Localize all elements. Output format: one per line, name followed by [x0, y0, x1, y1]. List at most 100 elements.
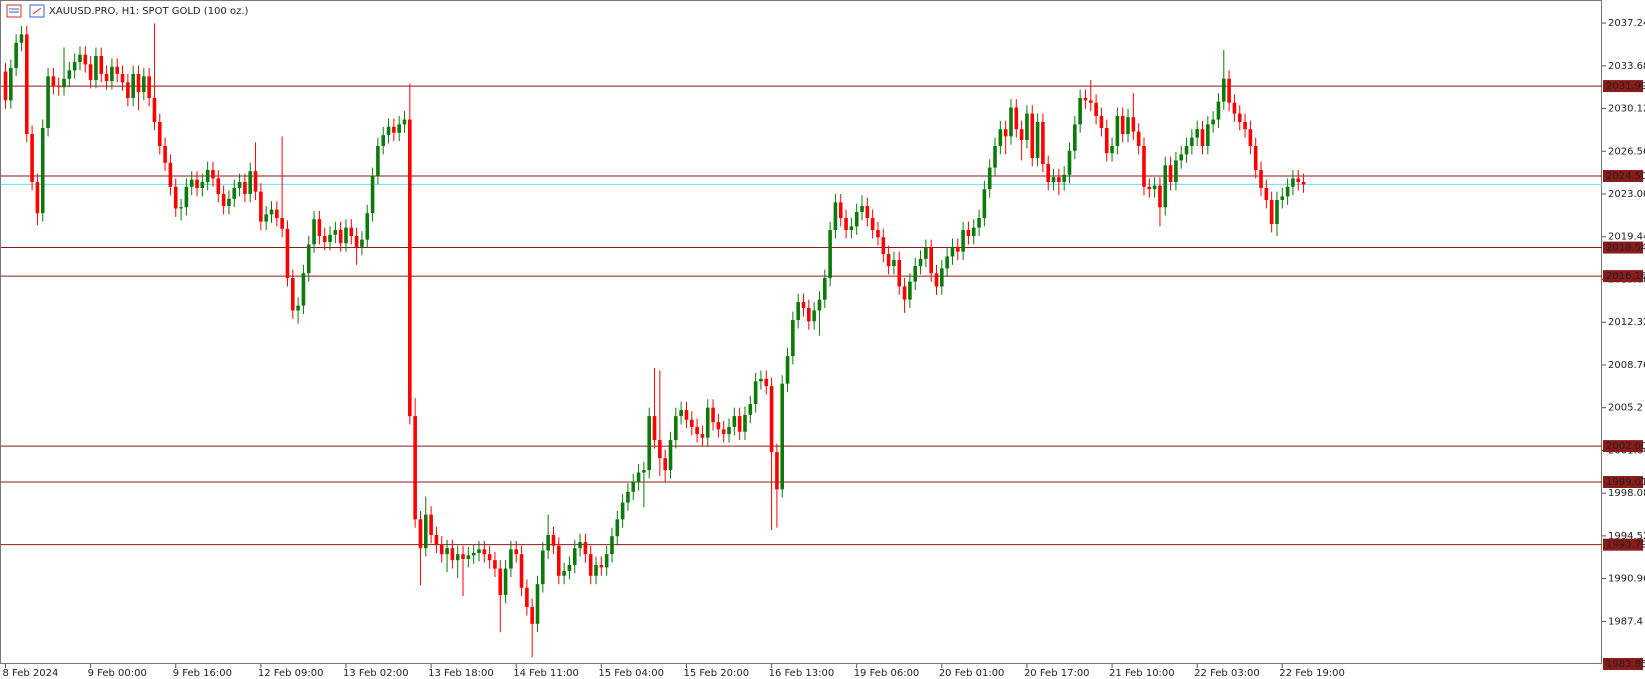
candle-body	[14, 42, 18, 68]
candle-body	[200, 181, 205, 188]
level-label: 1999.01	[1606, 477, 1645, 488]
candle-body	[365, 213, 370, 240]
candle-body	[1142, 145, 1146, 187]
plot-frame	[0, 0, 1602, 664]
candle-body	[1041, 121, 1045, 164]
candle-body	[328, 234, 332, 243]
candle-body	[376, 145, 380, 176]
candle-body	[929, 248, 933, 274]
candle-body	[471, 552, 476, 556]
candle-body	[248, 171, 253, 195]
candle-body	[381, 135, 386, 146]
candle-body	[769, 386, 774, 453]
candle-body	[1163, 165, 1168, 208]
candle-body	[1269, 200, 1274, 225]
candle-body	[860, 206, 864, 213]
candle-body	[232, 187, 237, 199]
level-label-box	[1603, 169, 1643, 182]
candle-body	[865, 206, 870, 219]
candle-body	[1014, 107, 1019, 130]
level-label: 2016.16	[1606, 271, 1645, 282]
candle-body	[971, 227, 976, 237]
candle-body	[397, 124, 401, 133]
candles	[3, 23, 1306, 658]
candle-body	[168, 162, 173, 187]
candle-body	[556, 545, 561, 576]
candle-body	[386, 126, 391, 136]
candle-body	[966, 230, 971, 237]
candle-body	[1174, 160, 1178, 182]
candle-body	[1136, 131, 1141, 146]
candle-body	[1057, 177, 1061, 182]
candle-body	[1152, 185, 1157, 190]
candle-body	[1025, 113, 1029, 140]
candle-body	[950, 246, 955, 257]
candle-body	[748, 404, 753, 415]
candle-body	[264, 214, 268, 222]
candle-body	[1094, 102, 1098, 116]
x-tick-label: 13 Feb 02:00	[343, 668, 409, 679]
candle-body	[1035, 121, 1040, 158]
candle-body	[1083, 97, 1088, 101]
candle-body	[19, 34, 24, 43]
candle-body	[1227, 78, 1231, 103]
candle-body	[854, 212, 859, 227]
candle-body	[897, 260, 902, 287]
candle-body	[503, 568, 508, 595]
candle-body	[227, 198, 231, 207]
candle-body	[354, 236, 359, 247]
candle-body	[636, 472, 641, 483]
level-labels: 2031.99 2024.50 2018.54 2016.16 2002.00 1999.…	[1603, 80, 1645, 670]
level-label: 2031.99	[1606, 81, 1645, 92]
candle-body	[535, 584, 540, 624]
header-icon	[6, 4, 45, 18]
candle-body	[205, 169, 210, 182]
candle-body	[290, 278, 295, 311]
x-tick-label: 20 Feb 17:00	[1024, 668, 1090, 679]
candle-body	[237, 181, 242, 188]
candle-body	[9, 67, 13, 101]
candle-body	[838, 202, 843, 219]
candle-body	[360, 239, 364, 247]
candle-body	[727, 426, 731, 435]
candle-body	[487, 554, 492, 561]
candle-body	[876, 230, 880, 238]
candle-body	[349, 227, 354, 237]
candle-body	[423, 514, 428, 549]
candle-body	[668, 440, 673, 471]
level-label-box	[1603, 440, 1643, 453]
candle-body	[604, 554, 609, 568]
candle-body	[455, 554, 460, 561]
candle-body	[195, 179, 199, 188]
candle-body	[1296, 178, 1301, 182]
candle-body	[30, 133, 34, 182]
level-label-box	[1603, 476, 1643, 489]
candle-body	[104, 73, 109, 82]
candle-body	[216, 178, 221, 195]
candle-body	[663, 458, 667, 471]
candle-body	[1147, 186, 1152, 190]
candle-body	[40, 127, 45, 214]
candle-body	[285, 228, 290, 279]
candle-body	[1073, 124, 1077, 151]
candle-body	[822, 278, 827, 300]
candle-body	[753, 381, 758, 405]
candle-body	[280, 218, 284, 229]
candle-body	[450, 548, 455, 561]
candle-body	[525, 587, 529, 607]
candle-body	[498, 568, 503, 595]
candle-body	[51, 76, 56, 86]
x-tick-label: 16 Feb 13:00	[769, 668, 835, 679]
x-tick-label: 22 Feb 03:00	[1194, 668, 1260, 679]
chart-title: XAUUSD.PRO, H1: SPOT GOLD (100 oz.)	[49, 6, 249, 17]
candle-body	[157, 121, 162, 146]
candle-body	[631, 482, 636, 492]
candle-body	[333, 230, 338, 235]
y-tick-label: 2019.44	[1608, 232, 1645, 243]
candle-body	[461, 554, 465, 559]
y-tick-label: 2012.32	[1608, 317, 1645, 328]
candle-body	[679, 410, 683, 417]
candle-body	[1062, 174, 1066, 182]
y-tick-label: 1987.4	[1608, 616, 1643, 627]
candle-body	[737, 416, 742, 432]
